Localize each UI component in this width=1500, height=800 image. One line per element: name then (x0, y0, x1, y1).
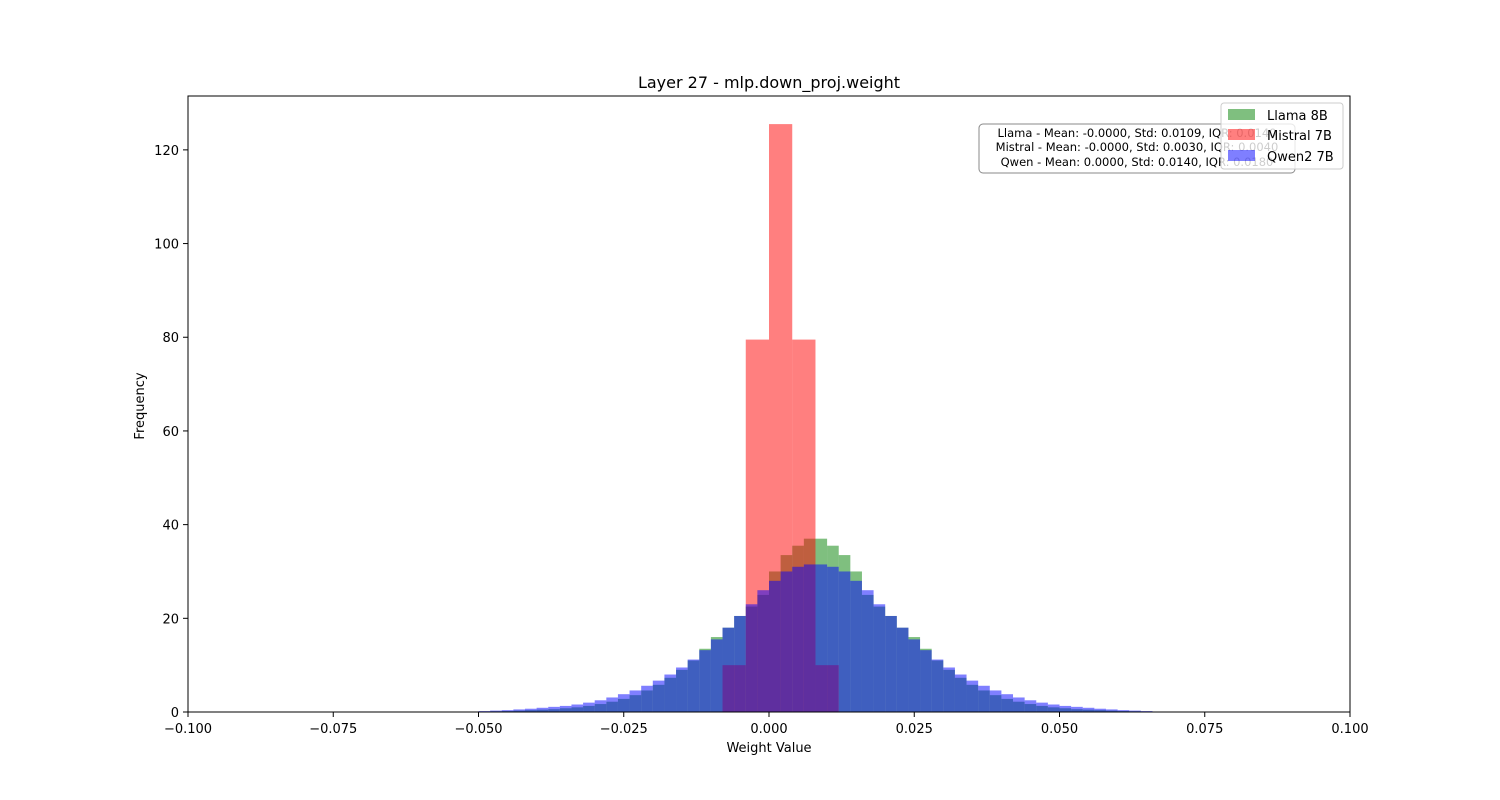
series-qwen2-7b (478, 564, 1153, 712)
bar (769, 580, 781, 712)
bar (827, 566, 839, 712)
x-tick-label: 0.075 (1186, 722, 1223, 737)
bar (838, 571, 851, 712)
bar (676, 667, 688, 712)
bar (757, 590, 769, 712)
stats-box: Llama - Mean: -0.0000, Std: 0.0109, IQR:… (978, 123, 1296, 174)
bar (617, 694, 630, 712)
x-axis-ticks: −0.100 −0.075 −0.050 −0.025 0.000 0.025 0.050 0… (164, 712, 1369, 737)
bar (583, 702, 595, 712)
chart-title: Layer 27 - mlp.down_proj.weight (638, 73, 900, 93)
x-tick-label: −0.025 (600, 722, 648, 737)
bar (524, 708, 537, 712)
bar (606, 697, 618, 712)
y-tick-label: 60 (162, 425, 179, 440)
y-tick-label: 80 (162, 331, 179, 346)
bar (908, 639, 921, 712)
y-axis-label: Frequency (133, 372, 148, 439)
bar (1013, 697, 1025, 712)
legend-swatch-llama (1228, 109, 1255, 120)
bar (885, 615, 897, 712)
bar (490, 710, 502, 712)
stats-line-qwen: Qwen - Mean: 0.0000, Std: 0.0140, IQR: 0… (1001, 155, 1274, 169)
x-tick-label: −0.050 (454, 722, 502, 737)
bar (1094, 708, 1106, 712)
bar (1024, 700, 1037, 712)
bar (1001, 694, 1014, 712)
y-tick-label: 40 (162, 519, 179, 534)
bar (1047, 704, 1060, 712)
bar (861, 590, 874, 712)
bar (559, 705, 572, 712)
bar (873, 604, 886, 712)
y-tick-label: 100 (154, 238, 179, 253)
bar (641, 685, 653, 712)
bar (803, 564, 816, 712)
legend-label-llama: Llama 8B (1267, 109, 1328, 124)
bar (536, 707, 549, 712)
x-axis-label: Weight Value (726, 741, 811, 756)
bar (1071, 706, 1083, 712)
bar (989, 690, 1002, 712)
bar (687, 659, 700, 712)
y-tick-label: 0 (171, 706, 179, 721)
bar (1082, 707, 1095, 712)
x-tick-label: 0.100 (1331, 722, 1368, 737)
bars-layer (478, 124, 1153, 713)
stats-line-llama: Llama - Mean: -0.0000, Std: 0.0109, IQR:… (998, 126, 1277, 140)
y-tick-label: 120 (154, 144, 179, 159)
x-tick-label: −0.100 (164, 722, 212, 737)
bar (931, 659, 944, 712)
bar (954, 674, 967, 712)
bar (943, 667, 955, 712)
legend-swatch-mistral (1228, 129, 1255, 140)
bar (850, 580, 862, 712)
bar (792, 566, 804, 712)
legend-swatch-qwen (1228, 150, 1255, 161)
bar (734, 615, 746, 712)
bar (896, 627, 909, 712)
bar (1059, 705, 1072, 712)
bar (920, 650, 932, 712)
bar (501, 710, 514, 712)
bar (710, 639, 723, 712)
bar (769, 124, 793, 713)
bar (978, 685, 990, 712)
x-tick-label: 0.000 (750, 722, 787, 737)
y-tick-label: 20 (162, 612, 179, 627)
bar (571, 704, 584, 712)
bar (513, 709, 525, 712)
legend: Llama 8B Mistral 7B Qwen2 7B (1220, 102, 1344, 170)
bar (1117, 710, 1130, 712)
bar (722, 627, 735, 712)
x-tick-label: 0.050 (1041, 722, 1078, 737)
x-tick-label: −0.075 (309, 722, 357, 737)
bar (966, 680, 979, 712)
bar (745, 604, 758, 712)
bar (780, 571, 793, 712)
bar (699, 650, 711, 712)
bar (652, 680, 665, 712)
legend-label-qwen: Qwen2 7B (1267, 150, 1334, 165)
bar (815, 564, 828, 712)
x-tick-label: 0.025 (896, 722, 933, 737)
bar (664, 674, 677, 712)
legend-label-mistral: Mistral 7B (1267, 129, 1332, 144)
bar (548, 706, 560, 712)
stats-line-mistral: Mistral - Mean: -0.0000, Std: 0.0030, IQ… (996, 140, 1279, 154)
bar (594, 700, 607, 712)
bar (1129, 710, 1141, 712)
y-axis-ticks: 0 20 40 60 80 100 120 (154, 144, 188, 721)
bar (1036, 702, 1048, 712)
bar (629, 690, 642, 712)
bar (1105, 709, 1118, 712)
